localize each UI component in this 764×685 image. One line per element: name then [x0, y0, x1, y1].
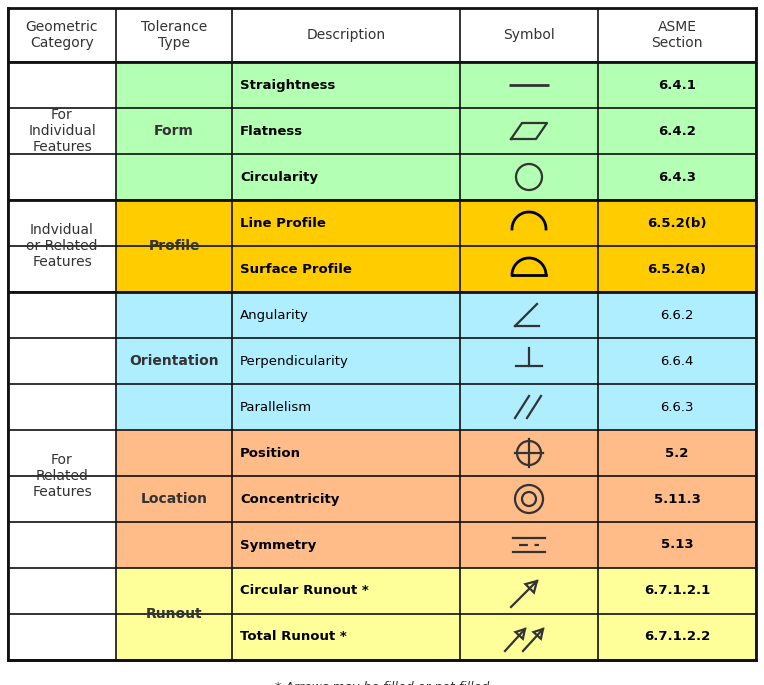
- Text: Surface Profile: Surface Profile: [240, 262, 352, 275]
- Bar: [460, 430, 598, 476]
- Text: Geometric
Category: Geometric Category: [26, 20, 99, 50]
- Bar: [460, 614, 598, 660]
- Text: 6.7.1.2.1: 6.7.1.2.1: [644, 584, 710, 597]
- Bar: [598, 292, 756, 338]
- Text: Symmetry: Symmetry: [240, 538, 316, 551]
- Text: 6.7.1.2.2: 6.7.1.2.2: [644, 630, 710, 643]
- Text: Description: Description: [306, 28, 386, 42]
- Bar: [460, 200, 598, 246]
- Bar: [460, 154, 598, 200]
- Text: 6.5.2(a): 6.5.2(a): [648, 262, 707, 275]
- Text: 5.13: 5.13: [661, 538, 693, 551]
- Text: Orientation: Orientation: [129, 354, 219, 368]
- Text: Runout: Runout: [146, 607, 202, 621]
- Text: 6.4.3: 6.4.3: [658, 171, 696, 184]
- Bar: [460, 384, 598, 430]
- Text: Angularity: Angularity: [240, 308, 309, 321]
- Bar: [598, 200, 756, 246]
- Text: Indvidual
or Related
Features: Indvidual or Related Features: [26, 223, 98, 269]
- Text: Flatness: Flatness: [240, 125, 303, 138]
- Bar: [116, 8, 232, 62]
- Text: Straightness: Straightness: [240, 79, 335, 92]
- Text: 5.2: 5.2: [665, 447, 688, 460]
- Text: For
Individual
Features: For Individual Features: [28, 108, 96, 154]
- Text: Line Profile: Line Profile: [240, 216, 326, 229]
- Bar: [116, 292, 232, 430]
- Bar: [598, 8, 756, 62]
- Bar: [460, 338, 598, 384]
- Bar: [460, 62, 598, 108]
- Bar: [8, 292, 116, 660]
- Bar: [598, 568, 756, 614]
- Bar: [232, 614, 460, 660]
- Bar: [232, 476, 460, 522]
- Text: Circular Runout *: Circular Runout *: [240, 584, 369, 597]
- Bar: [598, 430, 756, 476]
- Bar: [460, 8, 598, 62]
- Bar: [232, 246, 460, 292]
- Text: For
Related
Features: For Related Features: [32, 453, 92, 499]
- Text: 6.4.1: 6.4.1: [658, 79, 696, 92]
- Text: 6.6.4: 6.6.4: [660, 355, 694, 367]
- Text: Location: Location: [141, 492, 208, 506]
- Text: Total Runout *: Total Runout *: [240, 630, 347, 643]
- Text: Symbol: Symbol: [503, 28, 555, 42]
- Bar: [232, 200, 460, 246]
- Bar: [232, 338, 460, 384]
- Bar: [460, 568, 598, 614]
- Text: ASME
Section: ASME Section: [651, 20, 703, 50]
- Bar: [232, 430, 460, 476]
- Bar: [232, 154, 460, 200]
- Bar: [232, 62, 460, 108]
- Bar: [232, 292, 460, 338]
- Bar: [460, 522, 598, 568]
- Bar: [8, 8, 116, 62]
- Text: 6.6.3: 6.6.3: [660, 401, 694, 414]
- Bar: [598, 384, 756, 430]
- Text: Perpendicularity: Perpendicularity: [240, 355, 349, 367]
- Text: 6.5.2(b): 6.5.2(b): [647, 216, 707, 229]
- Bar: [460, 108, 598, 154]
- Bar: [232, 8, 460, 62]
- Bar: [460, 246, 598, 292]
- Text: Parallelism: Parallelism: [240, 401, 312, 414]
- Text: 5.11.3: 5.11.3: [653, 493, 701, 506]
- Text: * Arrows may be filled or not filled: * Arrows may be filled or not filled: [275, 682, 489, 685]
- Bar: [598, 338, 756, 384]
- Bar: [116, 62, 232, 200]
- Bar: [116, 200, 232, 292]
- Text: 6.6.2: 6.6.2: [660, 308, 694, 321]
- Text: 6.4.2: 6.4.2: [658, 125, 696, 138]
- Bar: [232, 384, 460, 430]
- Text: Form: Form: [154, 124, 194, 138]
- Bar: [598, 108, 756, 154]
- Text: Tolerance
Type: Tolerance Type: [141, 20, 207, 50]
- Bar: [598, 62, 756, 108]
- Bar: [598, 246, 756, 292]
- Bar: [8, 62, 116, 200]
- Bar: [598, 614, 756, 660]
- Text: Concentricity: Concentricity: [240, 493, 339, 506]
- Bar: [116, 568, 232, 660]
- Text: Profile: Profile: [148, 239, 199, 253]
- Bar: [460, 292, 598, 338]
- Bar: [598, 154, 756, 200]
- Bar: [8, 200, 116, 292]
- Bar: [116, 430, 232, 568]
- Bar: [598, 476, 756, 522]
- Text: Position: Position: [240, 447, 301, 460]
- Bar: [232, 568, 460, 614]
- Bar: [460, 476, 598, 522]
- Bar: [232, 522, 460, 568]
- Text: Circularity: Circularity: [240, 171, 318, 184]
- Bar: [598, 522, 756, 568]
- Bar: [232, 108, 460, 154]
